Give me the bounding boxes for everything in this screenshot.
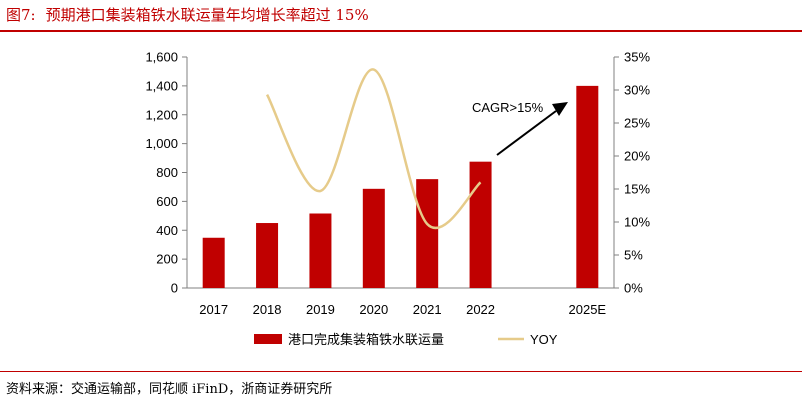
figure-label: 图7: [6,6,36,24]
right-tick-label: 25% [624,116,650,131]
x-tick-label: 2020 [359,302,388,317]
bottom-rule [0,371,802,372]
bar [256,223,279,288]
left-tick-label: 1,400 [145,78,178,93]
source-note: 资料来源：交通运输部，同花顺 iFinD，浙商证券研究所 [6,382,333,397]
left-tick-label: 1,600 [145,50,178,65]
cagr-label: CAGR>15% [472,100,544,115]
x-tick-label: 2019 [306,302,335,317]
left-tick-label: 200 [156,252,178,267]
figure-title: 图7: 预期港口集装箱铁水联运量年均增长率超过 15% [6,4,379,25]
right-tick-label: 35% [624,50,650,65]
legend-bar-swatch [254,334,282,344]
x-axis-labels: 2017 2018 2019 2020 2021 2022 2025E [199,302,606,317]
figure-title-text: 预期港口集装箱铁水联运量年均增长率超过 15% [45,6,369,24]
left-axis: 0 200 400 600 800 1,000 1,200 1,400 1,600 [145,50,614,296]
bar [202,237,225,288]
x-tick-label: 2022 [466,302,495,317]
left-tick-label: 1,000 [145,136,178,151]
legend-line-label: YOY [530,332,558,347]
right-tick-label: 10% [624,215,650,230]
x-tick-label: 2017 [199,302,228,317]
left-tick-label: 400 [156,223,178,238]
bar [416,179,439,288]
x-tick-label: 2025E [569,302,607,317]
cagr-arrow-head [552,102,568,116]
left-tick-label: 800 [156,165,178,180]
cagr-arrow-shaft [496,110,557,156]
x-tick-label: 2018 [253,302,282,317]
yoy-line [265,68,482,229]
x-tick-label: 2021 [413,302,442,317]
left-tick-label: 1,200 [145,107,178,122]
left-tick-label: 0 [171,281,178,296]
yoy-line-series [265,68,482,229]
legend: 港口完成集装箱铁水联运量 YOY [254,332,558,347]
right-tick-label: 0% [624,281,643,296]
bar [309,213,332,288]
right-axis: 0% 5% 10% 15% 20% 25% 30% 35% [613,50,650,296]
top-rule [0,30,802,32]
left-tick-label: 600 [156,194,178,209]
bar-series [202,85,599,288]
right-tick-label: 20% [624,149,650,164]
bar [576,85,599,288]
bar [362,188,385,288]
cagr-annotation: CAGR>15% [472,100,568,156]
right-tick-label: 15% [624,182,650,197]
right-tick-label: 30% [624,83,650,98]
right-tick-label: 5% [624,248,643,263]
legend-bar-label: 港口完成集装箱铁水联运量 [288,332,444,347]
bar [469,161,492,288]
